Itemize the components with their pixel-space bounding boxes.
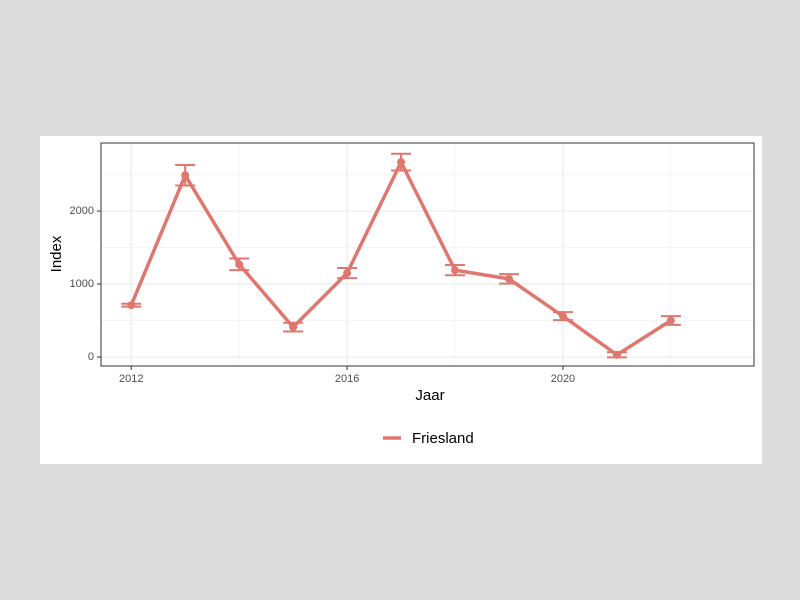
y-tick-label: 1000	[70, 278, 94, 290]
x-tick-label: 2020	[551, 373, 575, 385]
x-tick-label: 2012	[119, 373, 143, 385]
x-axis-label: Jaar	[415, 387, 444, 404]
point	[451, 266, 460, 275]
point	[127, 301, 136, 310]
y-tick-label: 0	[88, 351, 94, 363]
plot-border	[100, 142, 755, 367]
point	[343, 269, 352, 278]
chart-panel	[40, 136, 762, 464]
point	[181, 171, 190, 180]
point	[289, 323, 298, 332]
point	[666, 316, 675, 325]
point	[612, 350, 621, 359]
point	[504, 274, 513, 283]
y-axis-label: Index	[48, 235, 65, 272]
point	[397, 158, 406, 167]
x-tick-label: 2016	[335, 373, 359, 385]
point	[558, 312, 567, 321]
point	[235, 260, 244, 269]
y-tick-label: 2000	[70, 205, 94, 217]
legend-label: Friesland	[412, 430, 474, 447]
